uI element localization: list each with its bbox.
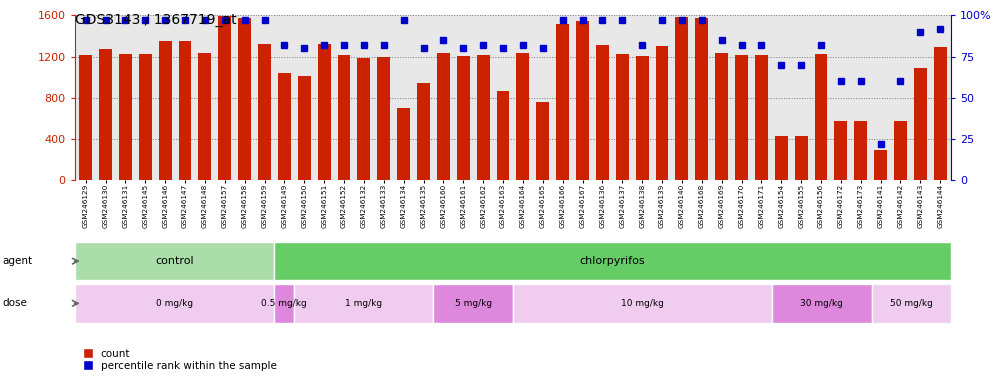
Bar	[795, 136, 808, 180]
Bar	[274, 242, 951, 280]
Bar	[855, 121, 868, 180]
Text: 0.5 mg/kg: 0.5 mg/kg	[261, 299, 307, 308]
Bar	[278, 73, 291, 180]
Bar	[596, 45, 609, 180]
Bar	[715, 53, 728, 180]
Bar	[218, 17, 231, 180]
Bar	[775, 136, 788, 180]
Bar	[513, 284, 772, 323]
Bar	[274, 284, 294, 323]
Bar	[119, 53, 131, 180]
Bar	[675, 17, 688, 180]
Bar	[75, 242, 274, 280]
Bar	[536, 102, 549, 180]
Bar	[616, 53, 628, 180]
Bar	[99, 50, 112, 180]
Bar	[835, 121, 848, 180]
Bar	[358, 58, 371, 180]
Bar	[872, 284, 951, 323]
Bar	[477, 55, 490, 180]
Bar	[874, 149, 887, 180]
Bar	[516, 53, 529, 180]
Bar	[695, 18, 708, 180]
Bar	[417, 83, 430, 180]
Bar	[655, 46, 668, 180]
Bar	[318, 44, 331, 180]
Bar	[138, 53, 151, 180]
Bar	[198, 53, 211, 180]
Bar	[338, 55, 351, 180]
Bar	[735, 55, 748, 180]
Legend: count, percentile rank within the sample: count, percentile rank within the sample	[80, 344, 281, 375]
Bar	[258, 44, 271, 180]
Bar	[437, 53, 450, 180]
Bar	[377, 56, 390, 180]
Text: 10 mg/kg: 10 mg/kg	[621, 299, 664, 308]
Bar	[635, 56, 648, 180]
Bar	[556, 24, 569, 180]
Bar	[158, 41, 171, 180]
Bar	[934, 47, 947, 180]
Bar	[238, 18, 251, 180]
Bar	[755, 55, 768, 180]
Text: 50 mg/kg: 50 mg/kg	[889, 299, 933, 308]
Bar	[178, 41, 191, 180]
Bar	[894, 121, 907, 180]
Bar	[772, 284, 872, 323]
Text: 1 mg/kg: 1 mg/kg	[345, 299, 382, 308]
Text: chlorpyrifos: chlorpyrifos	[580, 256, 645, 266]
Text: 5 mg/kg: 5 mg/kg	[454, 299, 492, 308]
Bar	[914, 68, 927, 180]
Bar	[576, 20, 589, 180]
Text: control: control	[155, 256, 193, 266]
Text: dose: dose	[2, 298, 27, 308]
Bar	[497, 91, 510, 180]
Bar	[294, 284, 433, 323]
Text: agent: agent	[2, 256, 32, 266]
Bar	[79, 55, 92, 180]
Bar	[298, 76, 311, 180]
Bar	[457, 56, 470, 180]
Bar	[433, 284, 513, 323]
Bar	[397, 108, 410, 180]
Bar	[815, 53, 828, 180]
Text: 30 mg/kg: 30 mg/kg	[800, 299, 844, 308]
Text: GDS3143 / 1367719_at: GDS3143 / 1367719_at	[75, 13, 236, 27]
Bar	[75, 284, 274, 323]
Text: 0 mg/kg: 0 mg/kg	[155, 299, 193, 308]
